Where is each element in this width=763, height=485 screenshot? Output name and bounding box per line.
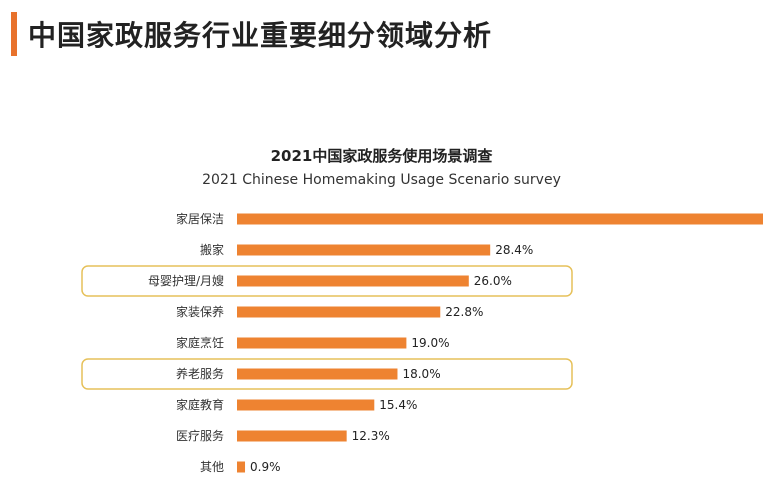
category-label: 其他	[200, 460, 224, 474]
highlight-box	[81, 358, 573, 390]
category-label: 医疗服务	[176, 428, 224, 443]
value-label: 18.0%	[402, 367, 440, 381]
category-label: 母婴护理/月嫂	[148, 274, 224, 288]
value-label: 0.9%	[250, 460, 281, 474]
page-title: 中国家政服务行业重要细分领域分析	[28, 19, 493, 52]
bar	[237, 275, 469, 287]
bar	[237, 337, 407, 349]
category-label: 搬家	[200, 242, 224, 257]
title-accent-bar	[11, 12, 17, 56]
value-label: 28.4%	[495, 243, 533, 257]
value-label: 22.8%	[445, 305, 483, 319]
category-label: 家庭烹饪	[176, 335, 224, 350]
bar	[237, 368, 398, 380]
highlight-box	[81, 265, 573, 297]
bar	[237, 399, 375, 411]
value-label: 26.0%	[474, 274, 512, 288]
bar	[237, 461, 246, 473]
chart-subtitle: 2021 Chinese Homemaking Usage Scenario s…	[202, 172, 561, 188]
bar	[237, 213, 763, 225]
value-label: 15.4%	[379, 398, 417, 412]
category-label: 养老服务	[176, 366, 224, 381]
bar	[237, 306, 441, 318]
value-label: 12.3%	[352, 429, 390, 443]
category-label: 家装保养	[176, 304, 224, 319]
category-label: 家庭教育	[176, 397, 224, 412]
value-label: 19.0%	[411, 336, 449, 350]
bar	[237, 430, 347, 442]
category-label: 家居保洁	[176, 211, 224, 226]
bar	[237, 244, 491, 256]
chart-title: 2021中国家政服务使用场景调查	[270, 147, 493, 165]
